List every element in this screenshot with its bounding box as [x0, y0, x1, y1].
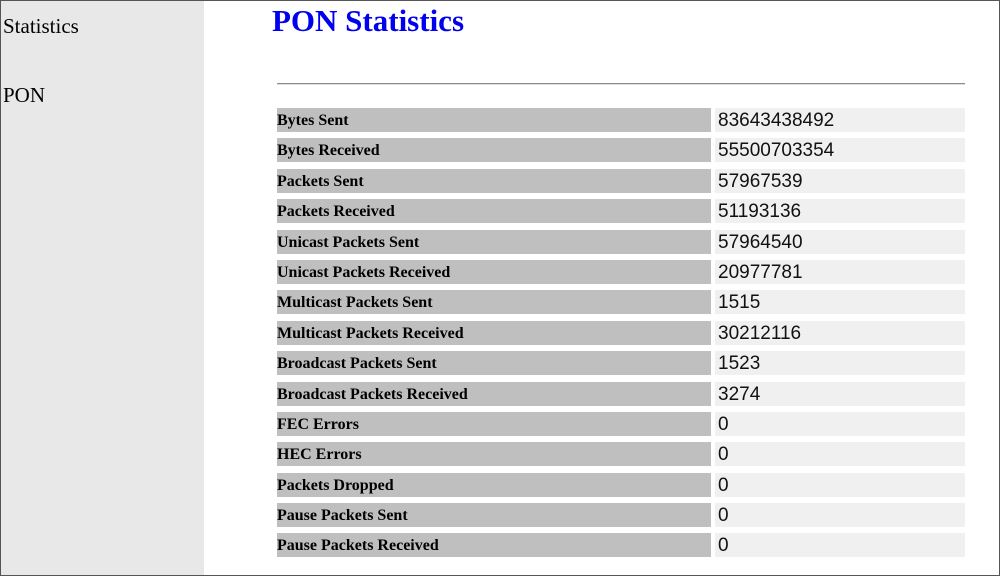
stat-label: Packets Sent: [277, 168, 711, 193]
stat-value: 0: [715, 503, 965, 528]
stats-row: Broadcast Packets Sent 1523: [277, 350, 965, 380]
stats-row: Unicast Packets Received 20977781: [277, 259, 965, 289]
stats-row: Unicast Packets Sent 57964540: [277, 229, 965, 259]
stat-label: Bytes Received: [277, 138, 711, 163]
stat-label: Broadcast Packets Sent: [277, 351, 711, 376]
stats-table: Bytes Sent 83643438492 Bytes Received 55…: [277, 107, 965, 563]
divider: [277, 83, 965, 85]
stats-row: Broadcast Packets Received 3274: [277, 381, 965, 411]
stat-value: 0: [715, 472, 965, 497]
main-content: PON Statistics Bytes Sent 83643438492 By…: [204, 1, 999, 575]
stat-label: Broadcast Packets Received: [277, 381, 711, 406]
stats-row: Packets Sent 57967539: [277, 168, 965, 198]
stat-label: Unicast Packets Sent: [277, 229, 711, 254]
sidebar-item-statistics[interactable]: Statistics: [3, 14, 79, 38]
stat-value: 55500703354: [715, 138, 965, 163]
stat-value: 1515: [715, 290, 965, 315]
stat-value: 57967539: [715, 168, 965, 193]
stat-label: FEC Errors: [277, 411, 711, 436]
stat-value: 0: [715, 533, 965, 558]
stats-row: HEC Errors 0: [277, 441, 965, 471]
stat-label: Packets Received: [277, 199, 711, 224]
stat-value: 83643438492: [715, 108, 965, 132]
stat-value: 0: [715, 411, 965, 436]
stat-label: Multicast Packets Sent: [277, 290, 711, 315]
stat-label: Bytes Sent: [277, 108, 711, 132]
stat-value: 0: [715, 442, 965, 467]
sidebar: Statistics PON: [1, 1, 204, 575]
stat-value: 30212116: [715, 320, 965, 345]
stats-row: Bytes Received 55500703354: [277, 137, 965, 167]
stat-label: Unicast Packets Received: [277, 259, 711, 284]
stats-row: Packets Dropped 0: [277, 472, 965, 502]
stats-row: Bytes Sent 83643438492: [277, 107, 965, 137]
stats-row: FEC Errors 0: [277, 411, 965, 441]
stat-label: Multicast Packets Received: [277, 320, 711, 345]
stats-row: Multicast Packets Sent 1515: [277, 289, 965, 319]
stat-label: Pause Packets Received: [277, 533, 711, 558]
stat-label: HEC Errors: [277, 442, 711, 467]
stat-label: Pause Packets Sent: [277, 503, 711, 528]
page-title: PON Statistics: [272, 3, 465, 38]
stats-row: Pause Packets Sent 0: [277, 502, 965, 532]
stat-value: 1523: [715, 351, 965, 376]
stats-row: Multicast Packets Received 30212116: [277, 320, 965, 350]
stat-value: 3274: [715, 381, 965, 406]
stats-row: Packets Received 51193136: [277, 198, 965, 228]
stat-value: 57964540: [715, 229, 965, 254]
sidebar-item-pon[interactable]: PON: [3, 83, 46, 107]
stat-value: 51193136: [715, 199, 965, 224]
stat-value: 20977781: [715, 259, 965, 284]
stat-label: Packets Dropped: [277, 472, 711, 497]
stats-row: Pause Packets Received 0: [277, 532, 965, 562]
